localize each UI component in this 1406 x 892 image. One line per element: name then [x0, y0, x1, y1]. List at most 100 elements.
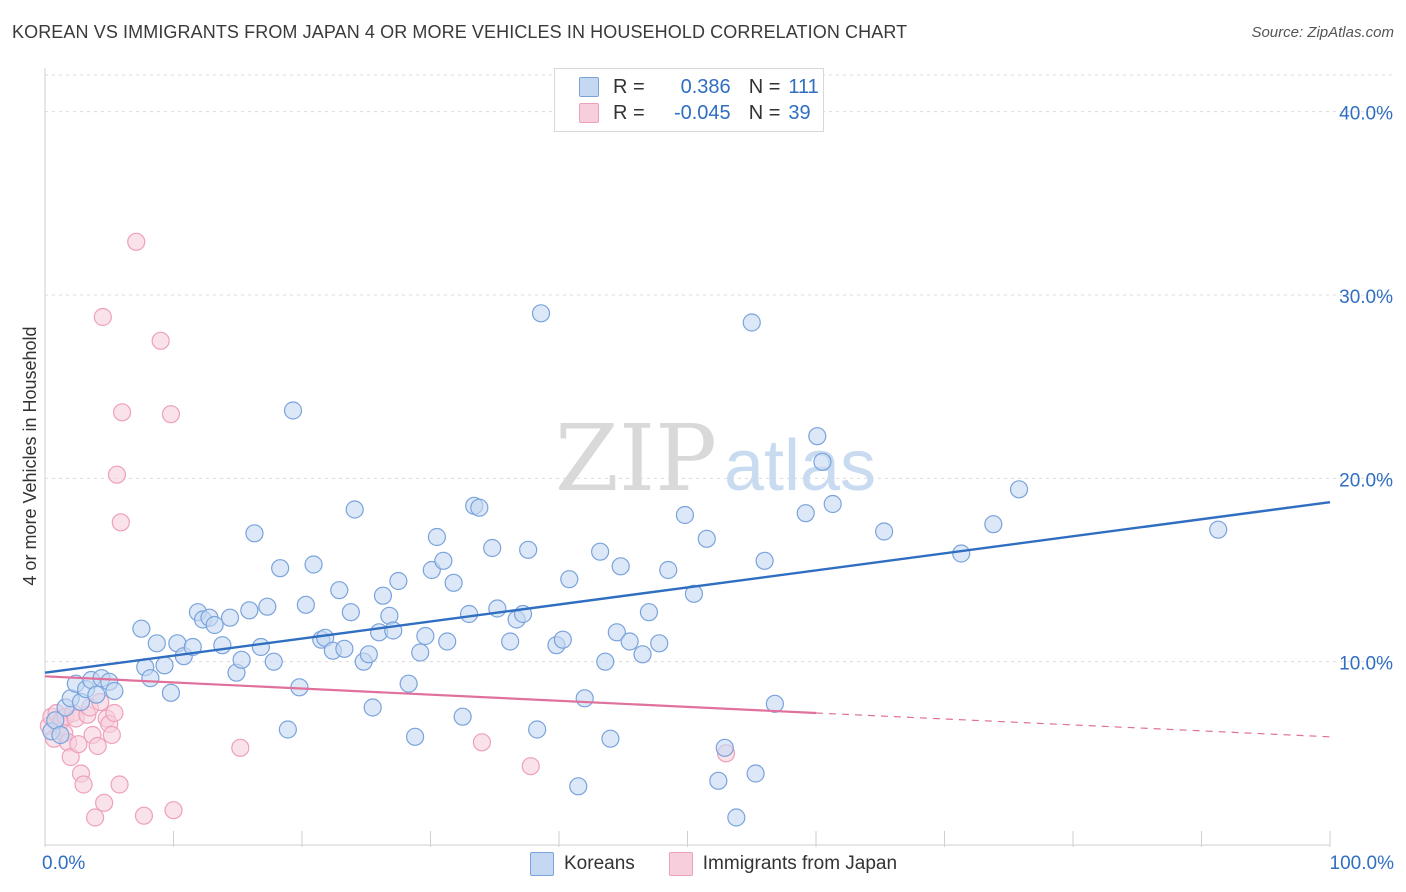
watermark: ZIP atlas — [555, 405, 876, 512]
korean-point — [232, 650, 251, 669]
y-axis-label: 4 or more Vehicles in Household — [20, 326, 40, 585]
korean-point — [399, 674, 418, 693]
korean-point — [220, 608, 240, 627]
legend-n-label: N = — [748, 101, 781, 124]
korean-point — [715, 738, 734, 757]
korean-point — [633, 645, 652, 664]
korean-point — [389, 571, 408, 591]
y-tick-label: 30.0% — [1339, 287, 1393, 308]
correlation-legend: R = 0.386 N = 111 R = -0.045 N = 39 — [554, 68, 824, 132]
japan-label: Immigrants from Japan — [702, 853, 898, 874]
japan-point — [111, 513, 130, 532]
korean-point — [304, 555, 323, 574]
legend-item-koreans[interactable]: Koreans — [530, 852, 635, 876]
japan-point — [164, 801, 183, 820]
japan-point — [161, 405, 181, 424]
japan-point — [86, 808, 105, 827]
x-tick-max: 100.0% — [1330, 853, 1395, 874]
korean-point — [746, 764, 765, 783]
korean-point — [1209, 520, 1228, 539]
legend-item-japan[interactable]: Immigrants from Japan — [668, 852, 898, 876]
legend-n-label: N = — [748, 75, 781, 98]
korean-point — [411, 643, 430, 662]
korean-point — [765, 694, 784, 713]
japan-swatch — [668, 852, 693, 876]
japan-point — [134, 806, 154, 825]
korean-point — [245, 524, 264, 543]
korean-point — [205, 615, 224, 635]
korean-point — [278, 720, 297, 739]
korean-point — [345, 500, 364, 519]
korean-point — [727, 808, 746, 827]
korean-point — [808, 427, 827, 446]
trend-lines — [44, 500, 1331, 738]
legend-r-label: R = — [613, 101, 645, 124]
korean-point — [591, 542, 610, 561]
korean-point — [330, 581, 349, 600]
korean-point — [684, 584, 704, 603]
korean-point — [823, 494, 842, 514]
legend-r-value: 0.386 — [680, 75, 731, 98]
japan-point — [105, 703, 124, 723]
japan-point — [112, 403, 132, 422]
koreans-swatch — [530, 852, 554, 876]
korean-point — [147, 634, 166, 653]
korean-point — [183, 637, 202, 657]
korean-point — [742, 313, 761, 332]
japan-point — [74, 775, 93, 794]
korean-point — [453, 707, 472, 726]
korean-point — [51, 725, 70, 745]
korean-point — [438, 632, 457, 651]
korean-point — [650, 634, 669, 653]
korean-point — [528, 720, 547, 739]
korean-point — [155, 656, 174, 675]
korean-point — [483, 538, 502, 558]
korean-point — [620, 632, 639, 651]
japan-point — [107, 465, 127, 484]
korean-point — [575, 689, 594, 708]
korean-point — [444, 573, 463, 592]
korean-point — [607, 623, 626, 642]
korean-trend-line — [44, 500, 1331, 674]
series-legend: Koreans Immigrants from Japan — [530, 852, 931, 876]
koreans-label: Koreans — [564, 853, 635, 874]
legend-r-value: -0.045 — [673, 101, 731, 124]
legend-n-value: 111 — [788, 75, 819, 98]
korean-point — [560, 570, 579, 589]
korean-point — [359, 645, 378, 664]
legend-r-label: R = — [613, 75, 645, 98]
japan-point — [93, 307, 112, 327]
korean-point — [601, 729, 620, 748]
korean-point — [240, 601, 259, 620]
korean-point — [470, 498, 489, 517]
japan-trend-line — [44, 675, 817, 715]
japan-point — [95, 793, 114, 812]
korean-point — [569, 777, 588, 796]
japan-point — [472, 733, 491, 752]
legend-swatch-pink — [579, 103, 599, 123]
gridlines — [45, 74, 1392, 663]
korean-point — [952, 544, 971, 563]
x-tick-min: 0.0% — [42, 853, 85, 874]
korean-point — [105, 681, 124, 701]
korean-point — [363, 698, 382, 717]
japan-point — [110, 775, 129, 794]
japan-point — [102, 725, 121, 745]
japan-points — [39, 232, 736, 827]
korean-point — [459, 604, 479, 624]
legend-row-japan: R = -0.045 N = 39 — [579, 101, 811, 125]
tick-labels: 10.0% 20.0% 30.0% 40.0% — [1339, 104, 1393, 675]
korean-point — [341, 603, 360, 622]
y-tick-label: 10.0% — [1339, 654, 1393, 675]
japan-point — [521, 757, 540, 776]
korean-point — [271, 559, 290, 578]
korean-point — [611, 557, 630, 576]
korean-point — [427, 527, 447, 547]
korean-point — [519, 540, 538, 559]
korean-point — [675, 505, 695, 525]
legend-swatch-blue — [579, 77, 599, 97]
japan-point — [88, 736, 107, 756]
chart-title: KOREAN VS IMMIGRANTS FROM JAPAN 4 OR MOR… — [12, 22, 908, 42]
korean-point — [251, 637, 270, 657]
